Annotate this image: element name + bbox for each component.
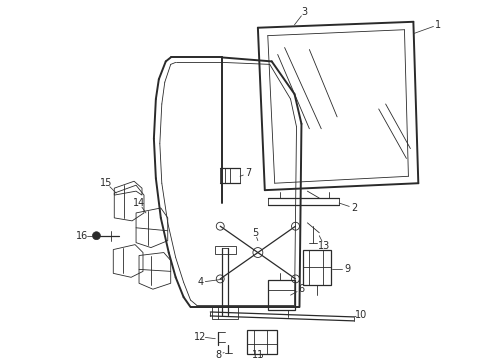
Text: 12: 12 bbox=[194, 332, 207, 342]
Text: 1: 1 bbox=[435, 20, 441, 30]
Circle shape bbox=[93, 232, 100, 240]
Text: 7: 7 bbox=[245, 168, 251, 178]
Text: 9: 9 bbox=[344, 264, 350, 274]
Text: 11: 11 bbox=[252, 350, 264, 360]
Text: 8: 8 bbox=[215, 350, 221, 360]
Text: 15: 15 bbox=[100, 178, 113, 188]
Text: 5: 5 bbox=[252, 228, 258, 238]
Text: 4: 4 bbox=[197, 277, 203, 287]
Text: 3: 3 bbox=[301, 7, 308, 17]
Text: 10: 10 bbox=[355, 310, 367, 320]
Text: 14: 14 bbox=[133, 198, 145, 208]
Text: 6: 6 bbox=[298, 284, 304, 294]
Text: 16: 16 bbox=[75, 231, 88, 241]
Text: 2: 2 bbox=[351, 203, 357, 213]
Text: 13: 13 bbox=[318, 240, 330, 251]
